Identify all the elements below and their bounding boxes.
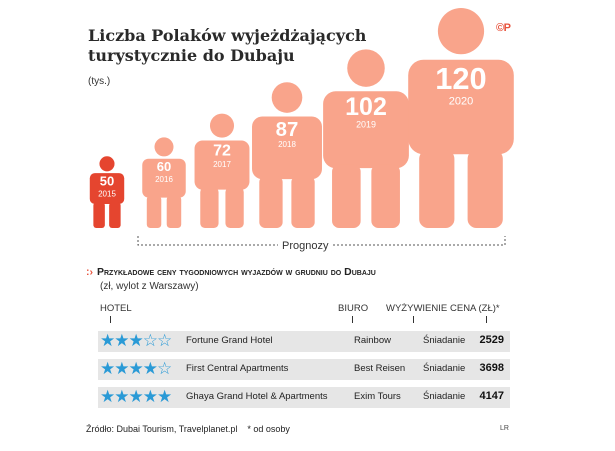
figure-leg — [259, 176, 283, 228]
travel-agency: Rainbow — [354, 335, 391, 346]
year-label: 2020 — [449, 95, 473, 107]
header-biuro: BIURO — [338, 303, 369, 314]
value-label: 60 — [157, 159, 171, 174]
travel-agency: Best Reisen — [354, 363, 406, 374]
year-label: 2019 — [356, 120, 376, 130]
figure-head — [209, 113, 235, 138]
star-rating-icon: ★★★★★ — [100, 387, 172, 406]
per-person-note: * od osoby — [247, 424, 290, 434]
hotel-name: Ghaya Grand Hotel & Apartments — [186, 391, 328, 402]
figure-body — [89, 173, 125, 204]
header-hotel: HOTEL — [100, 303, 132, 314]
person-figure-2015: 50 2015 — [89, 156, 125, 228]
figure-body — [142, 158, 186, 198]
table-row: ★★★☆☆ Fortune Grand Hotel Rainbow Śniada… — [98, 331, 510, 352]
table-row: ★★★★☆ First Central Apartments Best Reis… — [98, 359, 510, 380]
figure-leg — [109, 202, 121, 228]
header-tick — [110, 316, 111, 323]
header-tick — [486, 316, 487, 323]
figure-leg — [166, 195, 182, 228]
year-label: 2015 — [98, 190, 116, 199]
figure-leg — [93, 202, 105, 228]
figure-head — [347, 49, 385, 87]
figure-leg — [467, 149, 503, 228]
figure-head — [271, 82, 303, 113]
figure-leg — [225, 187, 244, 228]
figure-head — [99, 156, 115, 172]
figure-leg — [419, 149, 455, 228]
table-title-text: Przykładowe ceny tygodniowych wyjazdów w… — [97, 266, 376, 278]
figure-body — [252, 116, 322, 180]
board-type: Śniadanie — [423, 335, 466, 346]
board-type: Śniadanie — [423, 363, 466, 374]
figure-body — [408, 59, 514, 155]
figure-leg — [146, 195, 162, 228]
table-subtitle: (zł, wylot z Warszawy) — [100, 281, 199, 292]
table-title: :› Przykładowe ceny tygodniowych wyjazdów… — [86, 266, 376, 278]
chart-title: Liczba Polaków wyjeżdżających turystyczn… — [88, 26, 418, 66]
year-label: 2017 — [213, 160, 231, 169]
price: 3698 — [479, 362, 504, 374]
year-label: 2018 — [278, 140, 296, 149]
star-rating-icon: ★★★★☆ — [100, 359, 172, 378]
value-label: 87 — [276, 119, 299, 141]
value-label: 72 — [213, 143, 231, 160]
header-tick — [352, 316, 353, 323]
table-row: ★★★★★ Ghaya Grand Hotel & Apartments Exi… — [98, 387, 510, 408]
figure-body — [194, 140, 250, 190]
figure-leg — [371, 164, 400, 228]
source-text: Źródło: Dubai Tourism, Travelplanet.pl — [86, 424, 238, 434]
forecast-label: Prognozy — [278, 240, 333, 252]
figure-body — [323, 91, 409, 169]
hotel-name: Fortune Grand Hotel — [186, 335, 273, 346]
figure-head — [437, 8, 485, 55]
source-note: Źródło: Dubai Tourism, Travelplanet.pl * … — [86, 424, 290, 434]
value-label: 102 — [345, 93, 387, 121]
year-label: 2016 — [155, 175, 173, 184]
star-rating-icon: ★★★☆☆ — [100, 331, 172, 350]
title-line-1: Liczba Polaków wyjeżdżających — [88, 26, 367, 45]
figure-head — [154, 137, 174, 157]
publisher-logo: ©P — [496, 22, 511, 34]
value-label: 50 — [100, 173, 114, 188]
price: 4147 — [479, 390, 504, 402]
figure-leg — [332, 164, 361, 228]
price: 2529 — [479, 334, 504, 346]
title-line-2: turystycznie do Dubaju — [88, 46, 295, 65]
author-initials: LR — [500, 425, 509, 432]
value-label: 120 — [435, 61, 486, 96]
figure-leg — [291, 176, 315, 228]
double-chevron-icon: :› — [86, 266, 93, 278]
header-tick — [413, 316, 414, 323]
header-wyzywienie: WYŻYWIENIE — [386, 303, 448, 314]
hotel-name: First Central Apartments — [186, 363, 289, 374]
header-cena: CENA (ZŁ)* — [450, 303, 500, 314]
unit-label: (tys.) — [88, 76, 111, 87]
travel-agency: Exim Tours — [354, 391, 401, 402]
board-type: Śniadanie — [423, 391, 466, 402]
figure-leg — [200, 187, 219, 228]
